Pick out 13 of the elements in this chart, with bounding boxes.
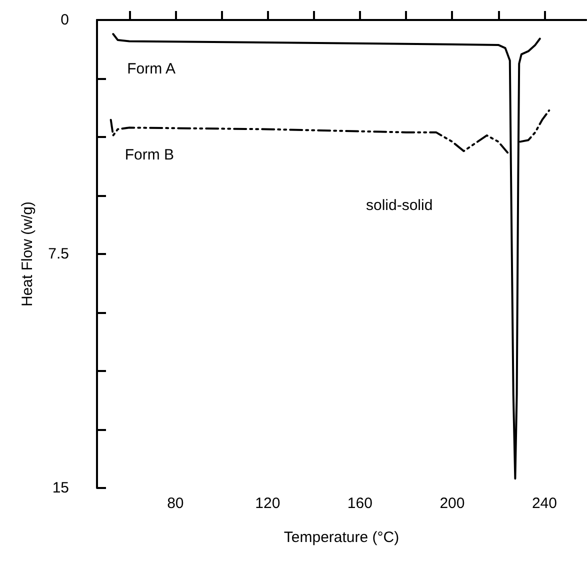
series-label: Form B (124, 146, 174, 164)
x-tick-label: 240 (532, 495, 557, 512)
y-tick-label: 15 (52, 480, 69, 496)
x-tick-label: 160 (347, 495, 372, 512)
x-tick-label: 200 (440, 495, 465, 512)
y-tick-label: 0 (60, 12, 69, 28)
x-axis-title: Temperature (°C) (284, 529, 400, 546)
series-label: Form A (127, 60, 176, 78)
x-tick-label: 80 (167, 495, 184, 512)
y-axis-title: Heat Flow (w/g) (19, 201, 36, 307)
y-tick-label: 7.5 (48, 246, 69, 262)
x-tick-label: 120 (255, 495, 280, 512)
annotation: solid-solid (366, 197, 433, 214)
